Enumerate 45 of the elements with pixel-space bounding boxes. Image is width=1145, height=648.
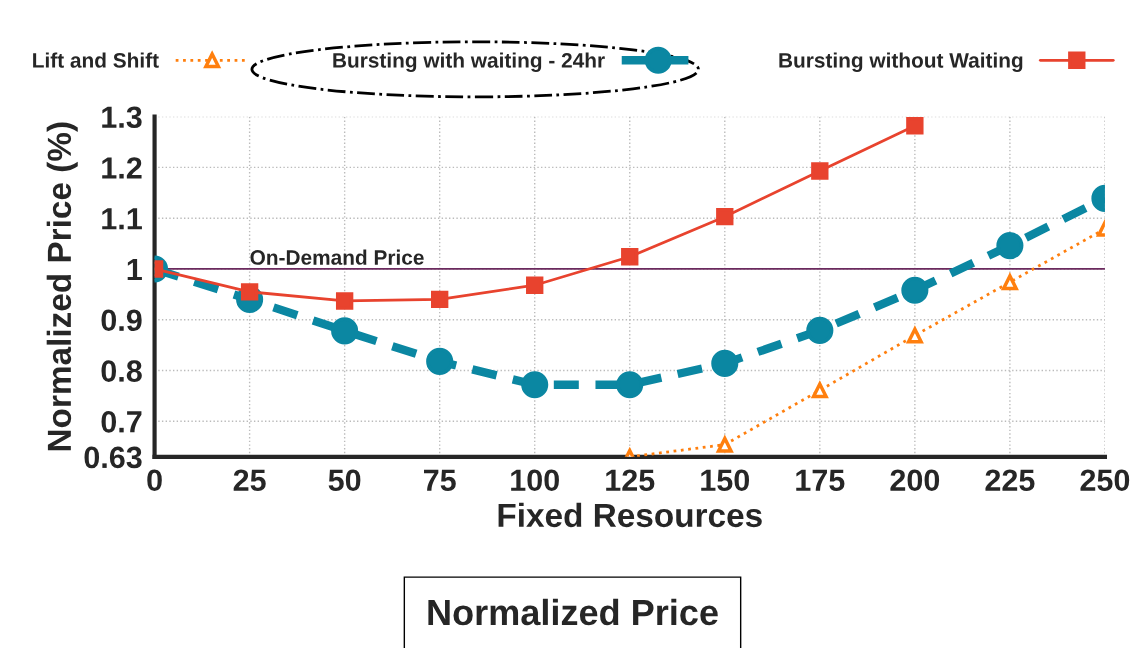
point <box>901 276 929 304</box>
y-tick-label: 0.63 <box>84 446 142 469</box>
x-tick-label: 125 <box>606 469 655 492</box>
y-tick-label: 1 <box>127 259 142 281</box>
point <box>811 162 829 180</box>
point <box>906 327 923 344</box>
point <box>526 276 544 294</box>
text: Normalized Price <box>428 598 718 626</box>
point <box>716 207 734 226</box>
y-tick-label: 0.8 <box>101 360 142 382</box>
point <box>521 371 549 399</box>
x-tick-label: 50 <box>328 469 361 492</box>
point <box>335 292 354 310</box>
point <box>806 316 834 344</box>
point <box>426 347 454 375</box>
legend-label: Bursting with waiting - 24hr <box>333 52 605 72</box>
point <box>331 317 359 345</box>
ref-line-label: On-Demand Price <box>250 249 424 265</box>
x-tick-label: 200 <box>890 469 940 492</box>
point <box>711 349 739 377</box>
y-axis-title: Normalized Price (%) <box>46 122 78 451</box>
point <box>621 248 639 266</box>
point <box>715 434 734 453</box>
x-tick-label: 75 <box>424 469 456 492</box>
x-tick-label: 150 <box>701 469 750 492</box>
point <box>906 117 924 135</box>
x-tick-label: 250 <box>1080 469 1130 492</box>
y-tick-label: 1.3 <box>102 106 142 129</box>
point <box>431 290 449 309</box>
x-tick-label: 225 <box>985 469 1035 492</box>
x-tick-label: 175 <box>796 469 845 492</box>
x-tick-label: 25 <box>233 469 266 492</box>
point <box>616 371 644 399</box>
legend-label: Lift and Shift <box>33 52 159 68</box>
y-tick-label: 0.9 <box>101 309 142 332</box>
point <box>811 382 828 399</box>
point <box>996 232 1024 260</box>
x-axis-title: Fixed Resources <box>498 502 762 528</box>
legend-label: Bursting without Waiting <box>779 52 1023 72</box>
x-tick-label: 0 <box>147 469 162 492</box>
x-tick-label: 100 <box>511 469 559 492</box>
y-tick-label: 0.7 <box>101 411 142 433</box>
point <box>1001 274 1018 291</box>
y-tick-label: 1.2 <box>102 157 142 179</box>
y-tick-label: 1.1 <box>102 208 142 230</box>
